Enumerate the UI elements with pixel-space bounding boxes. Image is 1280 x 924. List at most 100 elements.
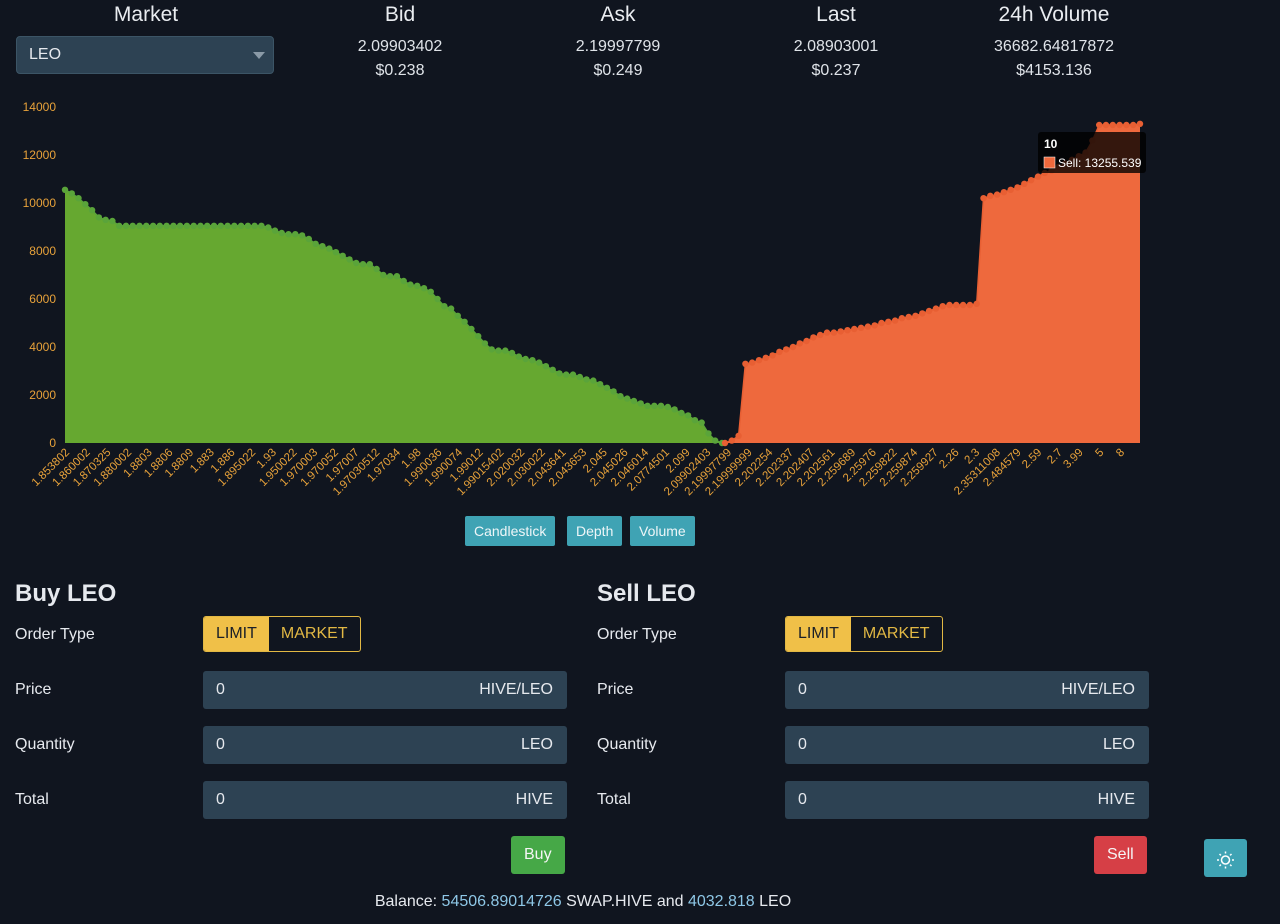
buy-series-point[interactable] <box>163 222 170 229</box>
buy-series-point[interactable] <box>292 231 299 238</box>
buy-series-point[interactable] <box>583 376 590 383</box>
sell-series-point[interactable] <box>755 357 763 364</box>
sell-series-point[interactable] <box>1136 120 1144 127</box>
sell-series-point[interactable] <box>769 352 776 359</box>
buy-series-point[interactable] <box>447 305 455 312</box>
candlestick-button[interactable]: Candlestick <box>465 516 556 546</box>
buy-series-point[interactable] <box>705 430 712 437</box>
sell-series-point[interactable] <box>789 343 797 351</box>
buy-series-point[interactable] <box>129 222 136 229</box>
buy-series-point[interactable] <box>61 186 69 193</box>
buy-series-point[interactable] <box>82 201 89 208</box>
depth-button[interactable]: Depth <box>567 516 623 546</box>
buy-series-point[interactable] <box>664 403 671 411</box>
buy-series-point[interactable] <box>156 222 163 229</box>
buy-series-point[interactable] <box>535 359 543 366</box>
buy-series-point[interactable] <box>610 388 617 395</box>
buy-series-point[interactable] <box>454 312 461 319</box>
buy-series-point[interactable] <box>312 240 319 247</box>
sell-series-point[interactable] <box>953 301 960 309</box>
buy-total-input[interactable]: 0 HIVE <box>203 781 567 819</box>
sell-series-point[interactable] <box>823 329 831 336</box>
sell-series-point[interactable] <box>946 301 953 309</box>
sell-series-point[interactable] <box>1130 121 1137 129</box>
buy-series-point[interactable] <box>617 393 624 400</box>
sell-series-point[interactable] <box>830 329 838 336</box>
buy-series-point[interactable] <box>366 261 373 268</box>
sell-series-point[interactable] <box>851 325 858 333</box>
buy-series-point[interactable] <box>407 281 414 288</box>
buy-series-point[interactable] <box>488 346 495 353</box>
sell-series-point[interactable] <box>857 324 865 331</box>
buy-series-point[interactable] <box>258 222 265 229</box>
buy-series-point[interactable] <box>515 353 522 360</box>
buy-series-point[interactable] <box>149 222 157 229</box>
sell-series-point[interactable] <box>898 315 906 322</box>
buy-series-point[interactable] <box>116 222 123 229</box>
sell-series-point[interactable] <box>864 323 872 330</box>
buy-series-point[interactable] <box>475 333 482 340</box>
buy-series-point[interactable] <box>414 282 421 289</box>
buy-series-point[interactable] <box>285 231 292 238</box>
sell-series-point[interactable] <box>721 439 729 447</box>
sell-series-point[interactable] <box>837 328 844 335</box>
buy-series-point[interactable] <box>556 370 563 377</box>
sell-series-point[interactable] <box>925 307 933 315</box>
sell-series-point[interactable] <box>905 313 912 321</box>
sell-series-point[interactable] <box>844 327 851 334</box>
market-select[interactable]: LEO <box>16 36 274 74</box>
buy-series-point[interactable] <box>691 417 699 424</box>
sell-series-point[interactable] <box>742 360 749 367</box>
buy-series-point[interactable] <box>508 349 516 357</box>
sell-series-point[interactable] <box>776 348 783 355</box>
sell-series-point[interactable] <box>878 319 885 327</box>
buy-series-point[interactable] <box>122 222 130 229</box>
sell-series-point[interactable] <box>749 359 756 366</box>
sell-series-point[interactable] <box>966 301 974 309</box>
buy-series-point[interactable] <box>102 216 109 223</box>
buy-series-point[interactable] <box>237 222 245 229</box>
buy-series-point[interactable] <box>712 437 719 444</box>
sell-series-point[interactable] <box>1109 121 1117 129</box>
buy-series-point[interactable] <box>644 402 651 409</box>
buy-series-point[interactable] <box>217 222 224 229</box>
buy-series-point[interactable] <box>441 303 448 310</box>
buy-series-point[interactable] <box>637 400 644 407</box>
buy-series-point[interactable] <box>495 347 502 354</box>
buy-series-point[interactable] <box>109 217 116 225</box>
buy-market-option[interactable]: MARKET <box>280 625 348 642</box>
buy-series-point[interactable] <box>590 377 597 384</box>
sell-series-point[interactable] <box>1123 121 1130 129</box>
sell-series-point[interactable] <box>1034 173 1042 180</box>
buy-series-point[interactable] <box>332 249 340 256</box>
sell-series-point[interactable] <box>735 432 742 439</box>
buy-series-point[interactable] <box>563 371 570 378</box>
buy-series-point[interactable] <box>176 222 184 229</box>
buy-series-point[interactable] <box>224 222 231 229</box>
buy-series-point[interactable] <box>271 227 279 234</box>
sell-series-point[interactable] <box>980 195 987 202</box>
sell-quantity-input[interactable]: 0 LEO <box>785 726 1149 764</box>
buy-series-point[interactable] <box>380 271 387 279</box>
sell-market-option[interactable]: MARKET <box>862 625 930 642</box>
buy-series-point[interactable] <box>251 222 258 229</box>
buy-series-point[interactable] <box>204 222 211 229</box>
sell-series-point[interactable] <box>919 310 926 317</box>
buy-series-point[interactable] <box>373 265 380 273</box>
sell-series-point[interactable] <box>1007 186 1014 193</box>
buy-series-point[interactable] <box>190 222 197 229</box>
buy-series-point[interactable] <box>298 232 306 239</box>
sell-button[interactable]: Sell <box>1094 836 1147 874</box>
theme-toggle-button[interactable] <box>1204 839 1247 877</box>
buy-series-point[interactable] <box>502 347 509 354</box>
buy-series-point[interactable] <box>698 419 705 426</box>
buy-series-point[interactable] <box>468 325 475 333</box>
buy-series-point[interactable] <box>210 222 218 229</box>
sell-series-point[interactable] <box>939 303 946 310</box>
buy-series-point[interactable] <box>393 273 401 280</box>
buy-series-point[interactable] <box>657 402 665 409</box>
sell-series-point[interactable] <box>993 191 1001 198</box>
buy-series-point[interactable] <box>183 222 191 229</box>
sell-series-point[interactable] <box>912 312 919 319</box>
buy-series-point[interactable] <box>231 222 238 229</box>
